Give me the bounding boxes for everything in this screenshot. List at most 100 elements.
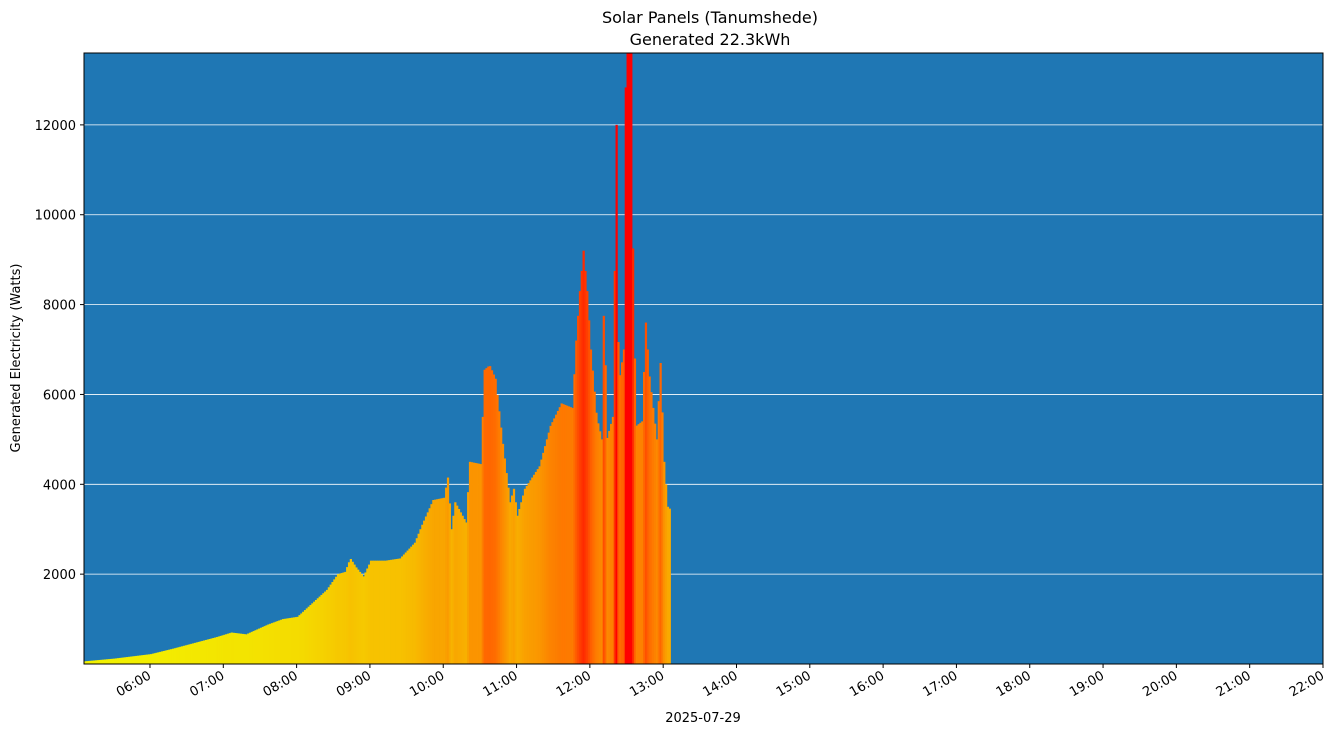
bar	[146, 654, 149, 664]
bar	[351, 561, 354, 664]
bar	[393, 559, 396, 664]
bar	[512, 488, 516, 664]
bar	[245, 634, 248, 664]
bar	[155, 652, 158, 664]
bar	[349, 558, 352, 664]
bar	[333, 579, 336, 664]
bar	[665, 484, 668, 664]
bar	[94, 660, 98, 664]
bar	[608, 430, 611, 664]
bar	[611, 416, 615, 664]
bar	[109, 658, 112, 664]
x-tick-label: 10:00	[407, 668, 447, 700]
bar	[305, 608, 309, 664]
bar	[415, 538, 418, 664]
bar	[404, 552, 407, 664]
bar	[668, 508, 671, 664]
bar	[181, 646, 184, 664]
bar	[289, 617, 292, 664]
bar	[140, 655, 144, 664]
bar	[472, 462, 475, 664]
bar	[206, 639, 210, 664]
bar	[496, 395, 499, 664]
bar	[371, 560, 374, 664]
bar	[505, 473, 508, 664]
bar	[173, 648, 177, 664]
bar	[461, 515, 464, 664]
bar	[410, 546, 413, 664]
bar	[413, 542, 417, 664]
bar	[203, 640, 206, 664]
bar	[481, 416, 484, 664]
bar	[362, 576, 365, 664]
bar	[118, 657, 122, 664]
bar	[168, 649, 171, 664]
bar	[490, 370, 494, 664]
bar	[276, 621, 279, 664]
bar	[593, 391, 596, 664]
bar	[164, 650, 167, 664]
bar	[303, 610, 307, 664]
bar	[595, 412, 598, 664]
bar	[476, 463, 479, 664]
bar	[192, 643, 195, 664]
bar	[377, 560, 380, 664]
bar	[294, 617, 298, 664]
bar	[285, 618, 288, 664]
bar	[556, 410, 560, 664]
bar	[91, 660, 94, 664]
bar	[225, 634, 228, 664]
bar	[562, 404, 565, 664]
bar	[96, 660, 100, 664]
bar	[292, 617, 296, 664]
x-tick-label: 19:00	[1067, 668, 1107, 700]
bar	[344, 571, 347, 664]
bar	[509, 502, 512, 664]
bar	[338, 573, 341, 664]
bar	[342, 572, 345, 664]
x-tick-label: 14:00	[701, 668, 741, 700]
bar	[485, 368, 488, 664]
bar	[397, 558, 400, 664]
bar	[615, 124, 618, 665]
bar	[199, 641, 202, 664]
x-tick-label: 08:00	[261, 668, 301, 700]
bar	[483, 369, 486, 664]
bar	[555, 414, 558, 664]
x-tick-label: 17:00	[920, 668, 960, 700]
bar	[258, 628, 261, 664]
bar	[401, 556, 404, 664]
bar	[571, 407, 574, 664]
bar	[597, 423, 600, 664]
bar	[259, 627, 263, 664]
bar	[190, 643, 193, 664]
bar	[577, 315, 580, 664]
bar	[166, 650, 169, 664]
bar	[126, 657, 129, 664]
bar	[318, 596, 321, 664]
y-axis-label: Generated Electricity (Watts)	[9, 264, 24, 453]
bar	[368, 564, 371, 664]
bar	[511, 495, 514, 664]
bar	[534, 471, 538, 664]
bar	[254, 630, 257, 664]
bar	[270, 623, 274, 664]
bar	[525, 485, 528, 664]
bar	[335, 576, 338, 664]
bar	[380, 560, 384, 664]
x-tick-label: 22:00	[1287, 668, 1327, 700]
x-axis: 06:00 07:00 08:00 09:00 10:00 11:00 12:00 13:00…	[114, 664, 1327, 700]
bar	[188, 644, 191, 664]
bar	[399, 558, 402, 664]
bar	[291, 617, 294, 664]
bar	[355, 567, 358, 664]
bar	[588, 320, 591, 664]
bar	[494, 378, 497, 664]
x-tick-label: 20:00	[1140, 668, 1180, 700]
bar	[124, 657, 127, 664]
bar	[331, 582, 334, 664]
bar	[237, 633, 241, 664]
bar	[369, 560, 373, 664]
bar	[487, 366, 490, 664]
bar	[102, 659, 105, 664]
